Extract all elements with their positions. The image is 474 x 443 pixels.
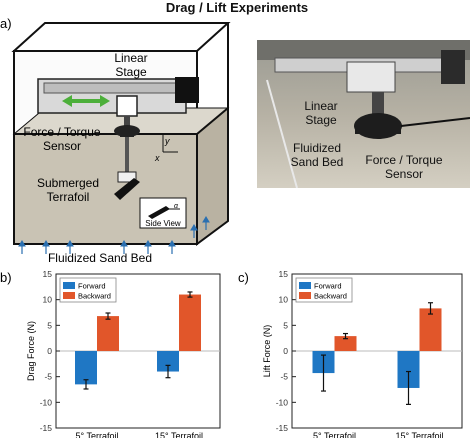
photo-linear-line1: Linear [304, 99, 337, 113]
airflow-arrow-head [120, 240, 128, 247]
stage-carriage [116, 95, 138, 117]
y-tick-label: 0 [47, 346, 52, 356]
airflow-arrow-head [168, 240, 176, 247]
side-view-foil [148, 206, 170, 219]
y-tick-label: -15 [276, 423, 289, 433]
y-tick-label: 5 [47, 320, 52, 330]
terrafoil-shaft [125, 137, 129, 173]
y-tick-label: 15 [43, 269, 53, 279]
panel-letter: b) [0, 270, 12, 285]
charts-area: b) 15 10 5 0 -5 -10 -15 Drag Force (N) 5° Terrafo… [0, 268, 474, 441]
photo-force-line2: Sensor [385, 167, 423, 181]
legend-label: Forward [314, 282, 342, 291]
airflow-arrow-head [144, 240, 152, 247]
side-view-inset [139, 197, 187, 229]
chart-drag: b) 15 10 5 0 -5 -10 -15 Drag Force (N) 5° Terrafo… [0, 269, 221, 441]
terrafoil-label-line2: Terrafoil [47, 190, 90, 204]
airflow-arrows [18, 216, 210, 254]
legend-label: Forward [78, 282, 106, 291]
legend-swatch [299, 292, 311, 299]
terrafoil-label-line1: Submerged [37, 176, 99, 190]
sand-side [196, 105, 229, 246]
bar-forward [397, 351, 420, 388]
legend-label: Backward [314, 292, 347, 301]
photo-sand-line2: Sand Bed [291, 155, 344, 169]
experiment-photo: Linear Stage Fluidized Sand Bed Force / … [257, 40, 470, 188]
y-tick-label: -15 [40, 423, 53, 433]
linear-label-line1: Linear [114, 51, 147, 65]
legend-label: Backward [78, 292, 111, 301]
bar-charts: b) 15 10 5 0 -5 -10 -15 Drag Force (N) 5° Terrafo… [0, 269, 463, 441]
sensor-rod [124, 116, 130, 126]
bar-forward [75, 351, 97, 385]
bar-backward [419, 308, 442, 351]
x-category-label: 5° Terrafoil [313, 431, 356, 438]
x-category-label: 15° Terrafoil [396, 431, 444, 438]
chart-lift: c) 15 10 5 0 -5 -10 -15 Lift Force (N) 5° Terrafo… [238, 269, 463, 441]
photo-force-line1: Force / Torque [365, 153, 442, 167]
legend-swatch [299, 282, 311, 289]
y-tick-label: 0 [283, 346, 288, 356]
y-tick-label: -5 [44, 372, 52, 382]
y-axis-label: Drag Force (N) [26, 321, 36, 381]
legend-swatch [63, 282, 75, 289]
airflow-arrow-head [42, 240, 50, 247]
schematic-panel: a) y x α Side View Linear [0, 16, 250, 276]
y-tick-label: 10 [279, 295, 289, 305]
x-category-label: 5° Terrafoil [76, 431, 119, 438]
side-view-label: Side View [145, 219, 181, 228]
airflow-arrow-head [202, 216, 210, 223]
sand-bed-label: Fluidized Sand Bed [48, 251, 152, 265]
airflow-arrow-head [66, 240, 74, 247]
y-axis-label: Lift Force (N) [262, 325, 272, 378]
photo-linear-line2: Stage [305, 113, 337, 127]
y-tick-label: -10 [40, 397, 53, 407]
bar-forward [157, 351, 179, 372]
bar-backward [97, 316, 119, 351]
linear-label-line2: Stage [115, 65, 147, 79]
box-top [11, 22, 231, 52]
bar-backward [334, 336, 357, 351]
schematic-drawing: a) y x α Side View Linear [0, 16, 231, 265]
airflow-arrow-head [18, 240, 26, 247]
force-label-line2: Sensor [43, 139, 81, 153]
photo-sand-line1: Fluidized [293, 141, 341, 155]
panel-letter: c) [238, 270, 249, 285]
stage-motor [175, 77, 199, 103]
y-tick-label: 5 [283, 320, 288, 330]
photo-carriage [346, 61, 396, 93]
y-tick-label: -10 [276, 397, 289, 407]
y-tick-label: 10 [43, 295, 53, 305]
double-arrow-icon [62, 95, 110, 107]
force-label-line1: Force / Torque [23, 125, 100, 139]
y-tick-label: 15 [279, 269, 289, 279]
axis-x-label: x [154, 153, 160, 163]
alpha-label: α [174, 203, 179, 210]
photo-drawing: Linear Stage Fluidized Sand Bed Force / … [257, 40, 470, 188]
figure-title: Drag / Lift Experiments [165, 0, 309, 15]
legend-swatch [63, 292, 75, 299]
y-tick-label: -5 [280, 372, 288, 382]
x-category-label: 15° Terrafoil [155, 431, 203, 438]
stage-rail [43, 82, 180, 94]
terrafoil-shape [114, 178, 140, 200]
axis-y-label: y [164, 136, 170, 146]
bar-backward [179, 294, 201, 351]
panel-letter-a: a) [0, 16, 12, 31]
airflow-arrow-head [190, 224, 198, 231]
